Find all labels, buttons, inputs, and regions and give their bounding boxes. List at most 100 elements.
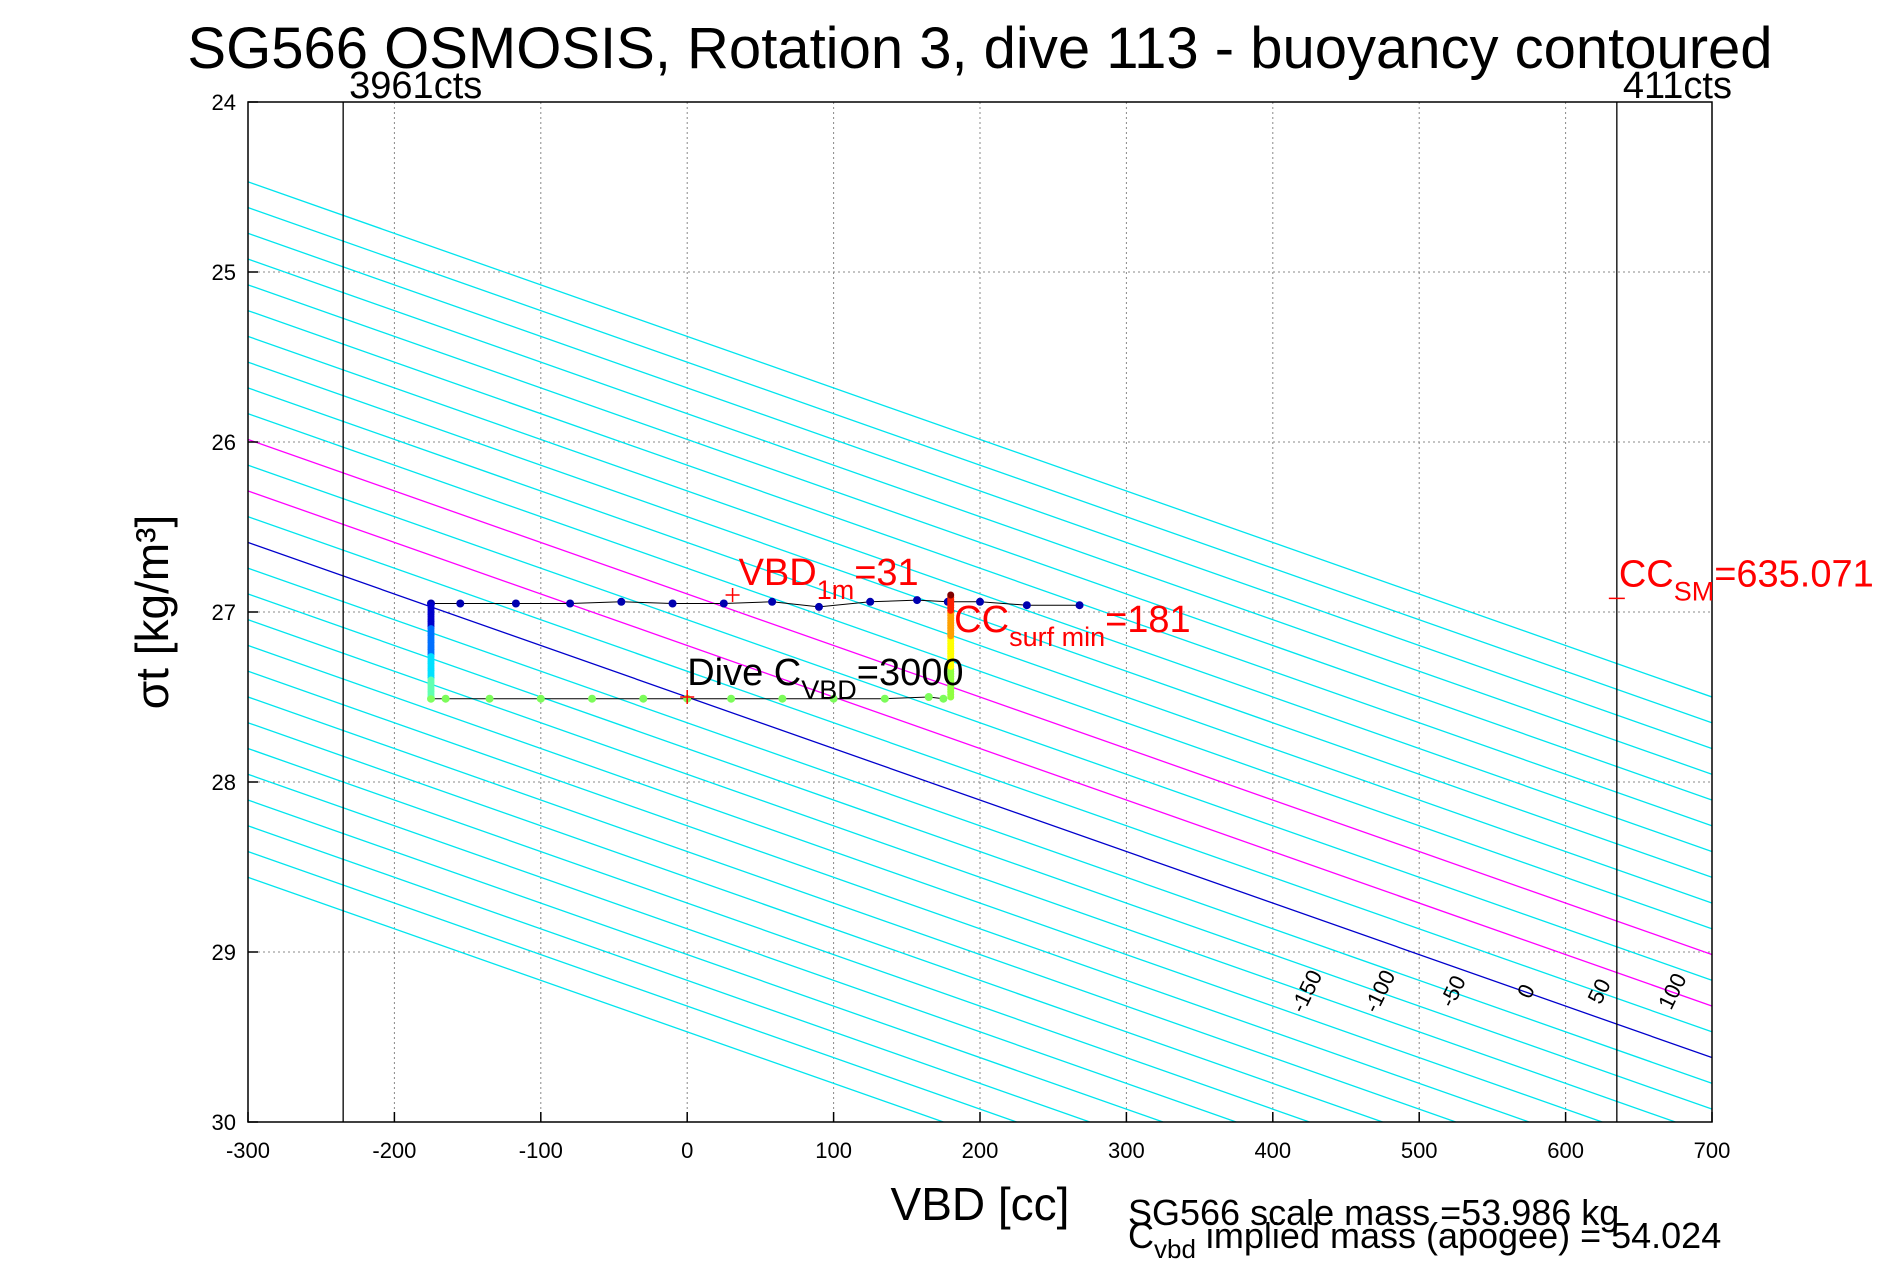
x-tick-label: 500 [1401, 1138, 1438, 1163]
y-tick-label: 29 [212, 940, 236, 965]
contour-label: 100 [1653, 969, 1692, 1013]
cc-surf-min-label-main: CC [954, 599, 1009, 641]
vbd-1m-label-value: =31 [854, 552, 918, 594]
surface-point [768, 597, 777, 606]
surface-point [814, 602, 823, 611]
apogee-point [536, 694, 545, 703]
contour-line [248, 567, 1712, 1085]
apogee-point [939, 694, 948, 703]
y-tick-label: 30 [212, 1110, 236, 1135]
rise-point [947, 591, 955, 599]
apogee-point [924, 693, 933, 701]
surface-point [566, 599, 575, 608]
contour-line [248, 464, 1712, 982]
y-tick-label: 26 [212, 430, 236, 455]
cc-surf-min-label: CCsurf min=181 [954, 599, 1191, 652]
contour-line [248, 799, 1164, 1122]
dive-cvbd-label: Dive CVBD=3000 [687, 652, 963, 705]
contour-line [248, 258, 1712, 775]
apogee-point [441, 694, 450, 703]
surface-point [719, 599, 728, 608]
chart-title: SG566 OSMOSIS, Rotation 3, dive 113 - bu… [187, 16, 1772, 81]
x-tick-label: 700 [1694, 1138, 1731, 1163]
y-tick-label: 28 [212, 770, 236, 795]
apogee-point [485, 694, 494, 703]
cc-sm-label: CCSM=635.071 [1619, 553, 1874, 606]
x-tick-label: 300 [1108, 1138, 1145, 1163]
x-tick-label: 600 [1547, 1138, 1584, 1163]
contour-line [248, 696, 1457, 1122]
contour-label: 0 [1512, 980, 1540, 1002]
contour-line [248, 773, 1237, 1122]
dive-profile [427, 591, 1084, 703]
cc-surf-min-label-value: =181 [1105, 599, 1191, 641]
contour-line [248, 412, 1712, 930]
contour-line [248, 361, 1712, 878]
x-axis-label: VBD [cc] [891, 1178, 1070, 1230]
x-tick-label: -200 [372, 1138, 416, 1163]
surface-point [617, 597, 626, 606]
count-marker-label: 3961cts [349, 65, 482, 107]
dive-cvbd-label-main: Dive C [687, 652, 801, 694]
apogee-point [880, 694, 889, 703]
cc-sm-label-sub: SM [1674, 576, 1715, 606]
contour-line [248, 232, 1712, 750]
x-tick-label: -100 [519, 1138, 563, 1163]
x-axis-ticks: -300 -200 -100 0 100 200 300 400 500 600 700 [226, 1112, 1730, 1163]
x-tick-label: 200 [962, 1138, 999, 1163]
contour-line [248, 387, 1712, 904]
x-tick-label: -300 [226, 1138, 270, 1163]
x-tick-label: 400 [1254, 1138, 1291, 1163]
y-axis-label: σt [kg/m³] [126, 515, 178, 710]
descent-point [427, 695, 435, 703]
vbd-1m-label-sub: 1m [817, 575, 855, 605]
cc-sm-label-value: =635.071 [1714, 553, 1874, 595]
surface-point [668, 599, 677, 608]
contour-line [248, 181, 1712, 698]
contour-line [248, 593, 1712, 1110]
x-tick-label: 0 [681, 1138, 693, 1163]
contour-labels: -150 -100 -50 0 50 100 [1285, 966, 1691, 1017]
contour-line [248, 438, 1712, 956]
y-tick-label: 27 [212, 600, 236, 625]
contour-line [248, 670, 1530, 1122]
y-tick-label: 24 [212, 90, 236, 115]
contour-line [248, 206, 1712, 724]
contour-line [248, 490, 1712, 1007]
surface-point [866, 597, 875, 606]
footer-implied-mass: Cvbd implied mass (apogee) = 54.024 [1128, 1215, 1721, 1262]
footer-vbd-sub: vbd [1154, 1234, 1196, 1262]
contour-label: -100 [1359, 966, 1401, 1017]
cc-sm-label-main: CC [1619, 553, 1674, 595]
surface-point [511, 599, 520, 608]
contour-line [248, 747, 1310, 1122]
y-tick-label: 25 [212, 260, 236, 285]
contour-line [248, 516, 1712, 1033]
contour-line [248, 541, 1712, 1059]
contour-label: 50 [1583, 975, 1616, 1008]
surface-point [1022, 601, 1031, 610]
surface-point [976, 597, 984, 606]
grid-lines [248, 102, 1712, 1122]
contour-label: -50 [1435, 971, 1471, 1011]
vertical-markers: 3961cts 411cts [342, 65, 1732, 1122]
buoyancy-contours [248, 181, 1712, 1122]
contour-line [248, 850, 1017, 1122]
footer-c: C [1128, 1215, 1154, 1256]
surface-point [456, 599, 465, 608]
vbd-1m-label-main: VBD [739, 552, 817, 594]
footer-implied-text: implied mass (apogee) = 54.024 [1196, 1215, 1721, 1256]
surface-point [1075, 601, 1084, 610]
contour-line [248, 825, 1091, 1122]
dive-cvbd-label-sub: VBD [801, 675, 857, 705]
footer-scale-mass: SG566 scale mass =53.986 kg [1128, 1192, 1619, 1233]
contour-line [248, 619, 1676, 1122]
contour-line [248, 284, 1712, 801]
apogee-point [829, 694, 838, 703]
surface-point [913, 596, 922, 605]
contour-line [248, 722, 1383, 1122]
contour-line [248, 335, 1712, 853]
y-axis-ticks: 24 25 26 27 28 29 30 [212, 90, 258, 1135]
